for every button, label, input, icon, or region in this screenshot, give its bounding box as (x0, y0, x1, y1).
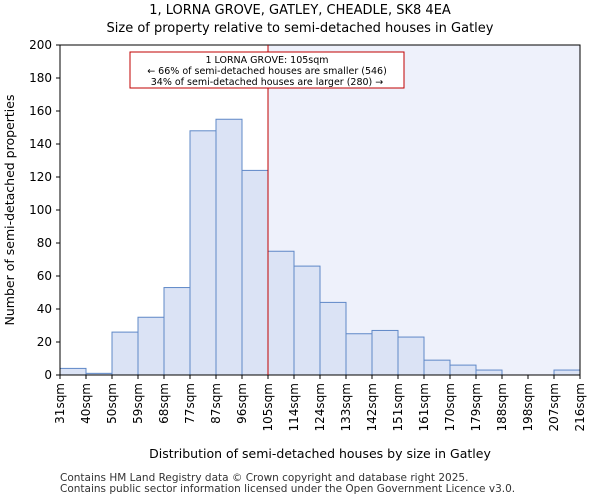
y-tick-label: 160 (29, 104, 52, 118)
y-tick-label: 40 (37, 302, 52, 316)
annotation-box (129, 51, 405, 89)
x-tick-label: 179sqm (469, 383, 483, 431)
x-tick-label: 105sqm (261, 383, 275, 431)
histogram-chart: 0 20 40 60 80 100 120 140 160 180 200 31sqm 40sqm 50s… (2, 38, 587, 461)
x-tick-label: 77sqm (183, 383, 197, 424)
annotation-line-2: ← 66% of semi-detached houses are smalle… (147, 66, 387, 77)
bar-170sqm (449, 364, 477, 376)
bar-133sqm (345, 333, 373, 376)
annotation-line-3: 34% of semi-detached houses are larger (… (151, 77, 384, 88)
x-tick-label: 87sqm (209, 383, 223, 424)
x-tick-label: 207sqm (547, 383, 561, 431)
y-tick-label: 200 (29, 38, 52, 52)
bar-114sqm (293, 265, 321, 376)
x-tick-label: 31sqm (53, 383, 67, 424)
x-tick-label: 161sqm (417, 383, 431, 431)
x-tick-label: 151sqm (391, 383, 405, 431)
bar-105sqm (267, 250, 295, 376)
y-tick-label: 60 (37, 269, 52, 283)
bar-50sqm (111, 331, 139, 376)
y-tick-label: 80 (37, 236, 52, 250)
x-tick-label: 124sqm (313, 383, 327, 431)
x-tick-label: 198sqm (521, 383, 535, 431)
annotation-line-1: 1 LORNA GROVE: 105sqm (205, 55, 328, 66)
bar-151sqm (397, 336, 425, 376)
y-tick-label: 120 (29, 170, 52, 184)
bar-87sqm (215, 118, 243, 376)
x-tick-label: 50sqm (105, 383, 119, 424)
bar-179sqm (475, 369, 503, 376)
bar-207sqm (553, 369, 581, 376)
chart-subtitle: Size of property relative to semi-detach… (106, 21, 494, 36)
x-tick-label: 40sqm (79, 383, 93, 424)
bar-77sqm (189, 130, 217, 376)
y-tick-label: 140 (29, 137, 52, 151)
x-tick-label: 133sqm (339, 383, 353, 431)
x-tick-label: 170sqm (443, 383, 457, 431)
y-tick-label: 0 (44, 368, 52, 382)
x-tick-label: 142sqm (365, 383, 379, 431)
x-tick-label: 114sqm (287, 383, 301, 431)
footer-licence: Contains public sector information licen… (60, 483, 516, 495)
bar-161sqm (423, 359, 451, 376)
bar-59sqm (137, 316, 165, 376)
bar-31sqm (59, 367, 87, 376)
bar-96sqm (241, 169, 269, 376)
y-tick-label: 180 (29, 71, 52, 85)
x-tick-label: 216sqm (573, 383, 587, 431)
bar-68sqm (163, 287, 191, 376)
bar-124sqm (319, 301, 347, 376)
x-tick-label: 96sqm (235, 383, 249, 424)
footer-copyright: Contains HM Land Registry data © Crown c… (60, 472, 469, 484)
x-axis-label: Distribution of semi-detached houses by … (149, 446, 491, 461)
y-tick-label: 20 (37, 335, 52, 349)
y-axis-label: Number of semi-detached properties (2, 95, 17, 326)
x-tick-label: 188sqm (495, 383, 509, 431)
chart-title: 1, LORNA GROVE, GATLEY, CHEADLE, SK8 4EA (149, 3, 451, 18)
y-tick-label: 100 (29, 203, 52, 217)
bar-142sqm (371, 329, 399, 376)
x-tick-label: 59sqm (131, 383, 145, 424)
x-tick-label: 68sqm (157, 383, 171, 424)
